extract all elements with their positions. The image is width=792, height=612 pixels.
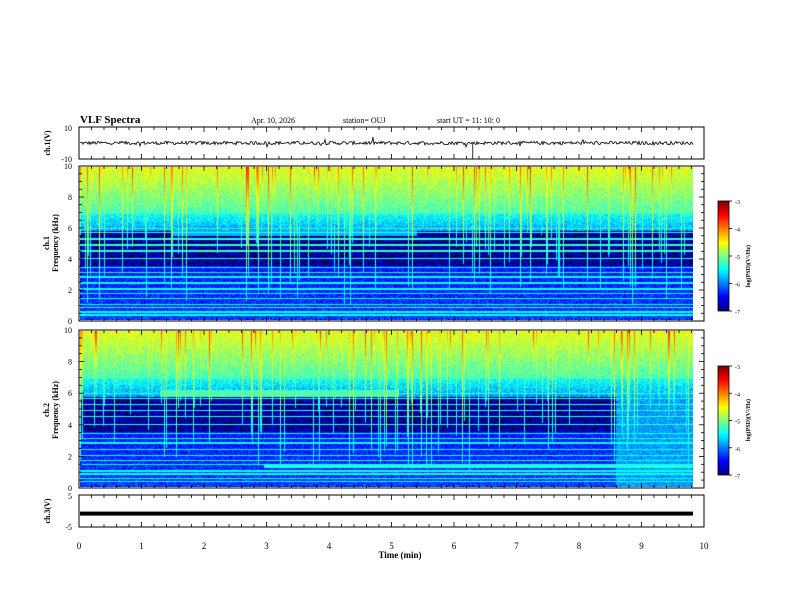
x-tick-label: 8 (577, 541, 582, 551)
x-tick-labels: 0 1 2 3 4 5 6 7 8 9 10 (77, 541, 709, 551)
ch1-colorbar-tick-label: -5 (735, 255, 740, 261)
ch1-spec-ytick-label: 8 (68, 193, 72, 202)
ch1-ytick-top: 10 (64, 124, 72, 133)
ch2-spec-channel-label: ch.2 (42, 403, 51, 417)
ch3-signal-bar (80, 511, 693, 516)
station-label: station= OUJ (343, 116, 386, 125)
start-time-label: start UT = 11: 10: 0 (437, 116, 500, 125)
ch1-ylabel: ch.1(V) (43, 130, 52, 155)
date-label: Apr. 10, 2026 (251, 116, 295, 125)
ch1-spectrogram-axes: 0 2 4 6 8 10 (64, 162, 705, 326)
ch1-colorbar-label: log(PSD)(V²/Hz) (745, 245, 752, 287)
ch1-ytick-bottom: -10 (61, 155, 72, 164)
x-axis-label: Time (min) (378, 550, 421, 560)
ch1-colorbar-tick-label: -3 (735, 200, 740, 206)
ch2-colorbar-label: log(PSD)(V²/Hz) (745, 399, 752, 441)
x-tick-label: 2 (202, 541, 207, 551)
ch1-waveform-panel: 10 -10 ch.1(V) (43, 124, 705, 164)
ch3-ytick-top: 5 (68, 492, 72, 501)
ch2-colorbar-tick-label: -4 (735, 392, 740, 398)
ch2-colorbar-tick-label: -7 (735, 474, 740, 480)
ch1-spec-ytick-label: 4 (68, 255, 72, 264)
ch1-colorbar-tick-label: -4 (735, 228, 740, 234)
ch1-spec-ytick-label: 10 (64, 162, 72, 171)
ch3-ytick-bottom: -5 (65, 523, 72, 532)
ch1-ticks (78, 127, 705, 159)
ch1-colorbar-image (718, 201, 729, 311)
ch2-colorbar-image (718, 366, 729, 475)
ch1-spec-channel-label: ch.1 (42, 236, 51, 250)
x-tick-label: 3 (264, 541, 269, 551)
ch2-spec-ytick-label: 8 (68, 358, 72, 367)
ch2-spectrogram-axes: 0 2 4 6 8 10 (64, 326, 705, 493)
ch2-spec-ytick-label: 0 (68, 484, 72, 493)
ch2-colorbar-ticks: -3 -4 -5 -6 -7 (729, 365, 740, 480)
ch3-ylabel: ch.3(V) (43, 498, 52, 523)
ch2-spec-ylabel: Frequency (kHz) (51, 381, 60, 439)
ch2-colorbar: -3 -4 -5 -6 -7 log(PSD)(V²/Hz) (717, 365, 752, 480)
ch2-spec-ytick-label: 2 (68, 452, 72, 461)
ch3-waveform-panel: 5 -5 ch.3(V) (43, 492, 705, 532)
ch2-spec-ytick-label: 4 (68, 421, 72, 430)
ch2-spectrogram-panel: 0 2 4 6 8 10 ch.2 Frequency (kHz) (42, 326, 705, 493)
x-tick-label: 6 (452, 541, 457, 551)
ch1-spec-ylabel: Frequency (kHz) (51, 214, 60, 272)
x-tick-label: 4 (327, 541, 332, 551)
ch1-colorbar: -3 -4 -5 -6 -7 log(PSD)(V²/Hz) (717, 200, 752, 316)
x-tick-label: 5 (389, 541, 394, 551)
ch2-spec-ytick-label: 6 (68, 389, 72, 398)
ch3-ticks (78, 495, 705, 527)
ch2-colorbar-tick-label: -5 (735, 420, 740, 426)
x-tick-label: 10 (700, 541, 710, 551)
ch1-waveform-trace (80, 137, 694, 149)
ch2-spec-ytick-label: 10 (64, 326, 72, 335)
x-tick-label: 7 (514, 541, 519, 551)
ch2-colorbar-tick-label: -3 (735, 365, 740, 371)
ch1-spec-ytick-label: 2 (68, 286, 72, 295)
figure-title: VLF Spectra (80, 114, 141, 126)
ch1-spec-ytick-label: 6 (68, 224, 72, 233)
ch1-colorbar-ticks: -3 -4 -5 -6 -7 (729, 200, 740, 316)
ch1-spectrogram-panel: 0 2 4 6 8 10 ch.1 Frequency (kHz) (42, 162, 705, 326)
ch2-colorbar-tick-label: -6 (735, 447, 740, 453)
x-tick-label: 1 (139, 541, 144, 551)
ch1-colorbar-tick-label: -7 (735, 310, 740, 316)
x-tick-label: 9 (639, 541, 644, 551)
x-tick-label: 0 (77, 541, 82, 551)
ch1-spectrogram-image (80, 167, 693, 320)
ch1-colorbar-tick-label: -6 (735, 283, 740, 289)
ch1-spec-ytick-label: 0 (68, 317, 72, 326)
ch2-spectrogram-image (80, 331, 693, 487)
